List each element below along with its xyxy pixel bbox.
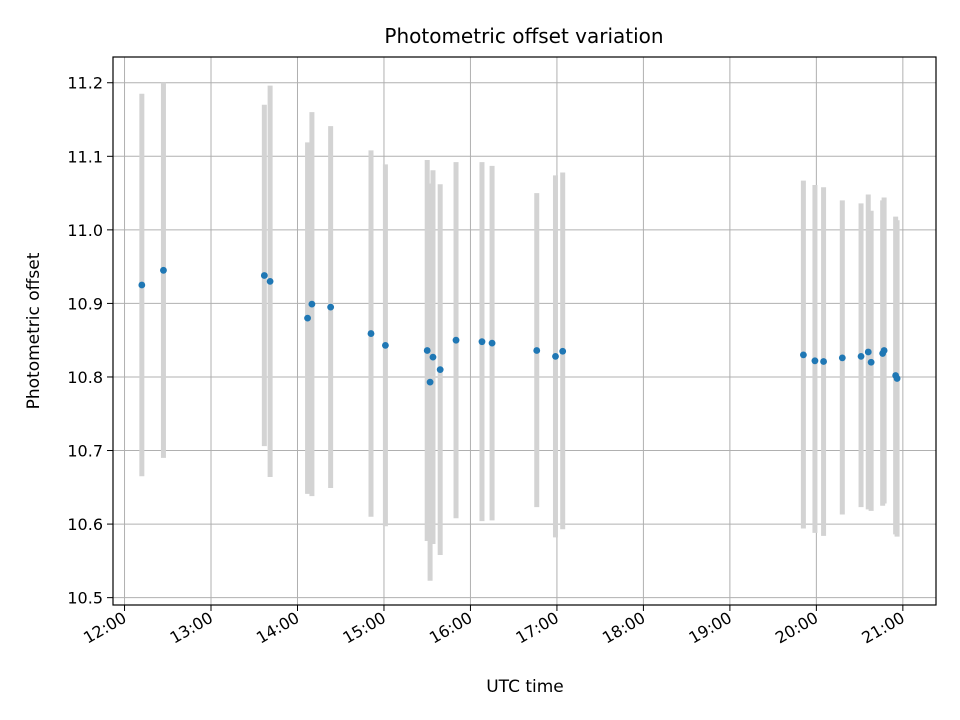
y-tick-label: 10.8: [67, 368, 103, 387]
data-point: [799, 351, 807, 359]
data-point: [559, 347, 567, 355]
data-point: [260, 272, 268, 279]
data-point: [552, 352, 559, 360]
data-points: [138, 266, 901, 386]
grid: [113, 57, 936, 605]
data-point: [266, 277, 274, 285]
data-point: [857, 352, 865, 360]
data-point: [820, 358, 827, 365]
data-point: [436, 366, 444, 374]
data-point: [327, 303, 335, 311]
data-point: [478, 338, 486, 346]
data-point: [304, 314, 311, 322]
y-axis-label: Photometric offset: [24, 252, 44, 409]
data-point: [423, 347, 431, 354]
data-point: [367, 330, 375, 337]
data-point: [308, 300, 316, 308]
data-point: [138, 281, 146, 289]
data-point: [382, 341, 389, 349]
data-point: [488, 339, 496, 347]
y-tick-label: 10.9: [67, 294, 103, 313]
data-point: [533, 347, 541, 354]
x-axis-label: UTC time: [486, 677, 564, 697]
data-point: [426, 378, 434, 386]
data-point: [811, 357, 819, 365]
y-tick-label: 10.5: [67, 589, 103, 608]
data-point: [864, 348, 872, 356]
data-point: [452, 336, 460, 344]
chart-title: Photometric offset variation: [384, 24, 663, 48]
data-point: [880, 347, 888, 354]
y-tick-label: 11.0: [67, 221, 103, 240]
data-point: [838, 354, 846, 362]
y-tick-label: 11.1: [67, 147, 103, 166]
y-tick-label: 10.6: [67, 515, 103, 534]
data-point: [893, 375, 901, 382]
data-point: [429, 353, 437, 361]
y-tick-label: 11.2: [67, 74, 103, 93]
y-axis-ticks: 10.5 10.6 10.7 10.8 10.9 11.0 11.1 11.2: [67, 74, 113, 608]
plot-frame: [112, 56, 937, 606]
data-point: [867, 358, 875, 366]
data-point: [160, 266, 167, 274]
y-tick-label: 10.7: [67, 442, 103, 461]
